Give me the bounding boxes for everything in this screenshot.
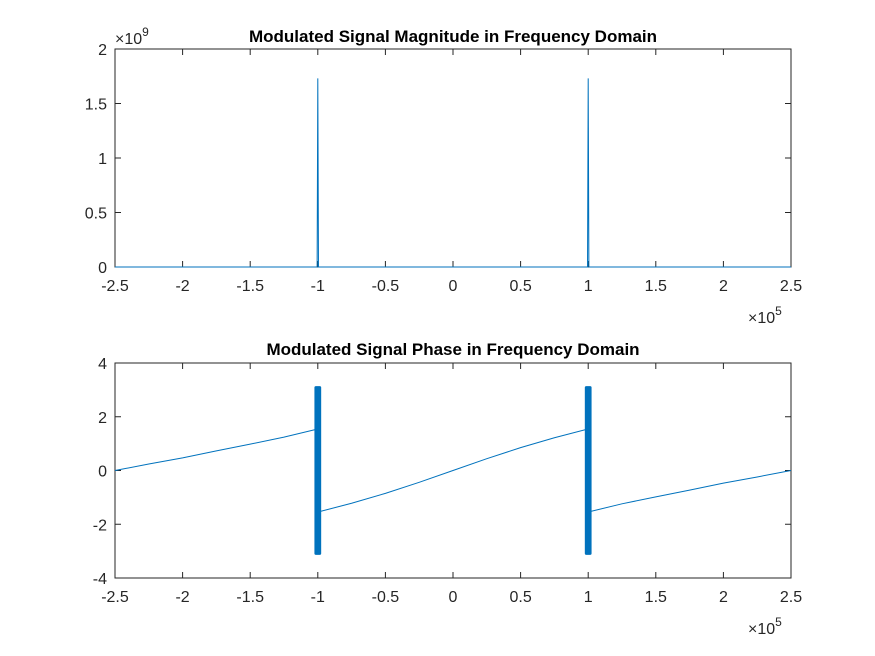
magnitude-plot-title: Modulated Signal Magnitude in Frequency … xyxy=(249,27,657,46)
x-tick-label: 1 xyxy=(584,278,593,295)
series-line xyxy=(115,78,791,268)
x-tick-label: 0.5 xyxy=(509,278,531,295)
x-tick-label: -2 xyxy=(175,589,189,606)
x-tick-label: 1.5 xyxy=(645,278,667,295)
x-tick-label: -1.5 xyxy=(236,278,264,295)
y-tick-label: 1.5 xyxy=(85,97,107,114)
y-tick-label: 1 xyxy=(98,151,107,168)
x-tick-label: -2.5 xyxy=(101,589,129,606)
phase-plot-x-multiplier: ×105 xyxy=(748,615,782,638)
x-tick-label: -1 xyxy=(311,589,325,606)
x-tick-label: 0.5 xyxy=(509,589,531,606)
phase-plot-series xyxy=(114,386,792,555)
x-multiplier-exponent: 5 xyxy=(775,615,782,629)
y-tick-label: 0 xyxy=(98,260,107,277)
magnitude-plot: Modulated Signal Magnitude in Frequency … xyxy=(85,25,802,327)
x-tick-label: -0.5 xyxy=(372,278,400,295)
x-tick-label: 2 xyxy=(719,589,728,606)
y-tick-label: -4 xyxy=(93,571,107,588)
x-tick-label: 1.5 xyxy=(645,589,667,606)
series-line xyxy=(114,429,792,512)
x-tick-label: -1 xyxy=(311,278,325,295)
y-tick-label: 4 xyxy=(98,356,107,373)
magnitude-plot-ticks: -2.5 -2 -1.5 -1 -0.5 0 0.5 1 1.5 2 2.5 0 0.5 1 1.5 2 xyxy=(85,42,802,295)
x-tick-label: 0 xyxy=(449,278,458,295)
x-tick-label: -2.5 xyxy=(101,278,129,295)
x-multiplier-base: ×10 xyxy=(748,621,775,638)
x-tick-label: 2 xyxy=(719,278,728,295)
x-tick-label: 2.5 xyxy=(780,278,802,295)
phase-plot: Modulated Signal Phase in Frequency Doma… xyxy=(93,340,802,638)
y-tick-label: 2 xyxy=(98,42,107,59)
x-tick-label: 2.5 xyxy=(780,589,802,606)
y-tick-label: 0 xyxy=(98,464,107,481)
y-tick-label: -2 xyxy=(93,517,107,534)
phase-plot-title: Modulated Signal Phase in Frequency Doma… xyxy=(266,340,639,359)
y-tick-label: 0.5 xyxy=(85,206,107,223)
x-tick-label: 0 xyxy=(449,589,458,606)
x-multiplier-base: ×10 xyxy=(748,310,775,327)
y-multiplier-base: ×10 xyxy=(115,31,142,48)
x-tick-label: -0.5 xyxy=(372,589,400,606)
magnitude-plot-x-multiplier: ×105 xyxy=(748,304,782,327)
y-multiplier-exponent: 9 xyxy=(142,25,149,39)
x-multiplier-exponent: 5 xyxy=(775,304,782,318)
magnitude-plot-y-multiplier: ×109 xyxy=(115,25,149,48)
x-tick-label: -2 xyxy=(175,278,189,295)
x-tick-label: -1.5 xyxy=(236,589,264,606)
phase-plot-ticks: -2.5 -2 -1.5 -1 -0.5 0 0.5 1 1.5 2 2.5 -4 -2 0 2 4 xyxy=(93,356,802,606)
x-tick-label: 1 xyxy=(584,589,593,606)
magnitude-plot-frame xyxy=(114,48,792,268)
magnitude-plot-series xyxy=(115,78,791,268)
y-tick-label: 2 xyxy=(98,410,107,427)
